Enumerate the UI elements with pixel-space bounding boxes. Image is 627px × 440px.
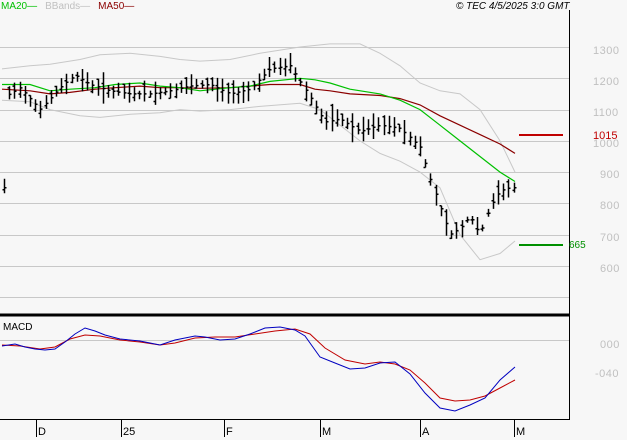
legend-bbands: BBands— [45,1,91,12]
support-level-label: 665 [569,240,586,251]
legend-ma20: MA20— [1,1,38,12]
legend-ma50-label: MA50 [98,1,125,12]
macd-y-label-zero: 000 [600,339,620,351]
y-label-600: 600 [600,263,620,275]
chart-legend: MA20— BBands— MA50— [1,1,134,12]
y-label-1000: 1000 [593,138,620,150]
y-label-800: 800 [600,200,620,212]
price-gridlines [0,47,569,298]
x-label-2025: 25 [123,426,136,438]
x-label-feb: F [226,426,233,438]
legend-ma50: MA50— [98,1,135,12]
resistance-level-label: 1015 [593,130,618,142]
y-label-1300: 1300 [593,45,620,57]
x-label-dec: D [38,426,46,438]
price-bars [2,53,517,240]
y-label-1200: 1200 [593,76,620,88]
y-label-1100: 1100 [593,107,619,119]
x-axis-ticks [36,420,515,437]
ma20-line [2,77,516,183]
bband-upper-line [1,43,516,173]
x-label-mar: M [322,426,332,438]
macd-title: MACD [3,322,33,333]
x-label-apr: A [422,426,430,438]
macd-line [1,326,516,412]
ma50-line [1,83,516,154]
bband-lower-line [1,99,516,261]
y-label-700: 700 [600,232,620,244]
macd-y-label-neg40: -040 [595,368,620,380]
y-label-900: 900 [600,169,620,181]
copyright-text: © TEC 4/5/2025 3:0 GMT [456,1,570,12]
macd-signal-line [1,328,516,402]
x-label-may: M [516,426,526,438]
legend-ma20-label: MA20 [1,1,28,12]
legend-bbands-label: BBands [45,1,81,12]
